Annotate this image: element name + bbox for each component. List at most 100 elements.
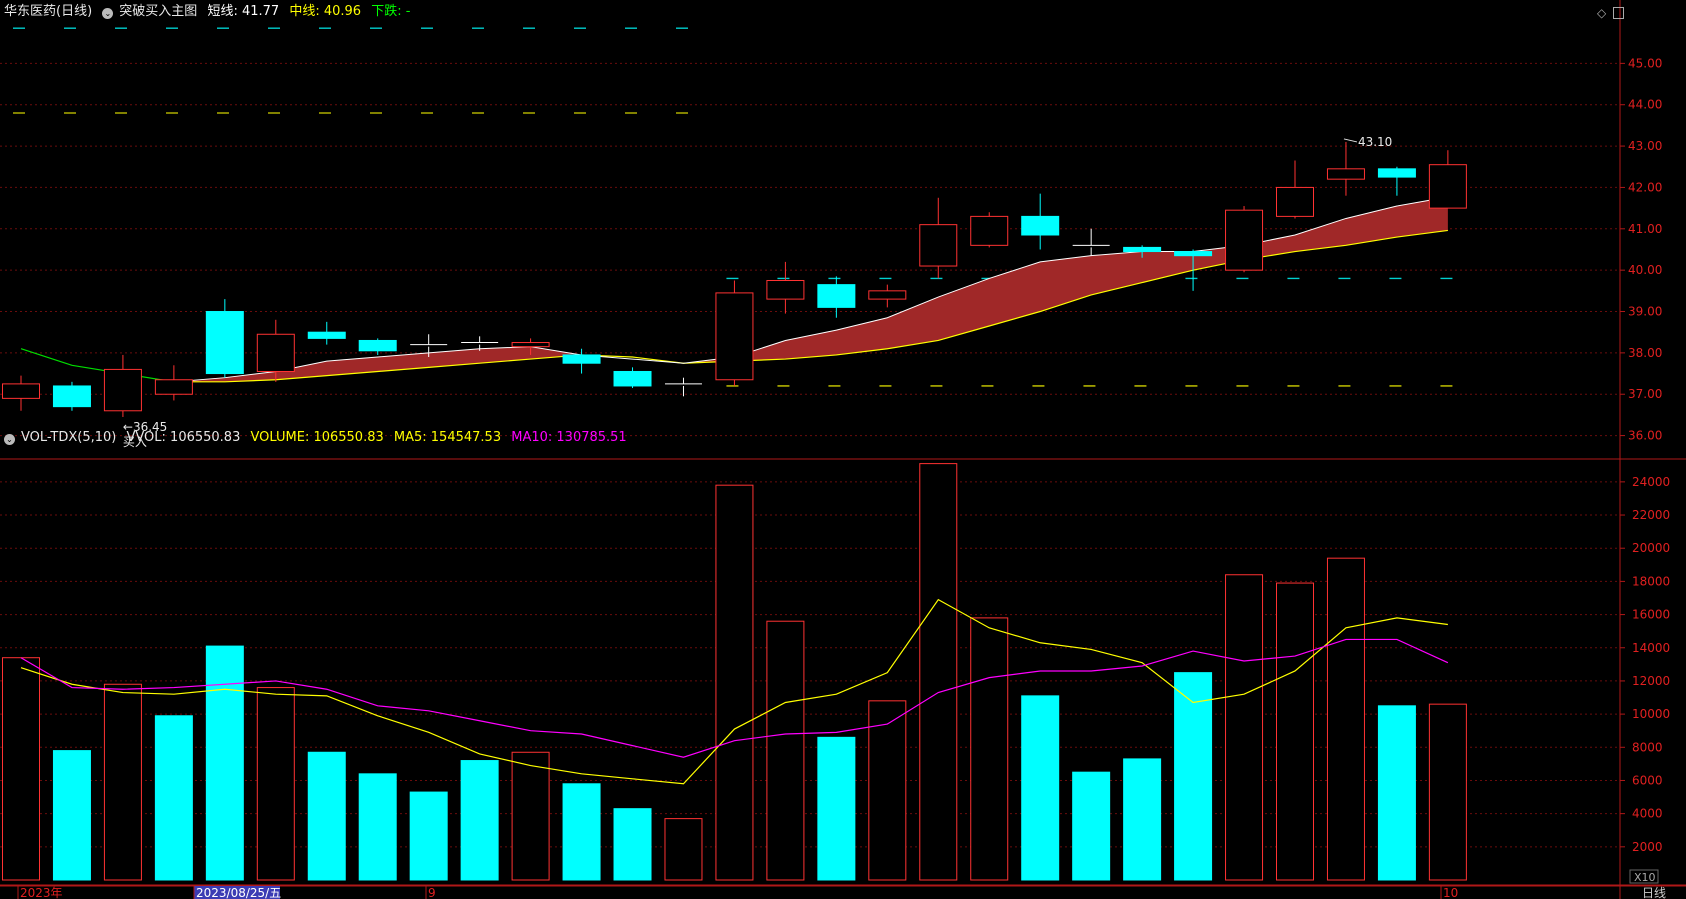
candle-body xyxy=(1225,209,1264,271)
price-tick-label: 39.00 xyxy=(1628,305,1662,319)
diamond-icon[interactable]: ◇ xyxy=(1597,6,1607,20)
volume-value: VOLUME: 106550.83 xyxy=(250,430,384,445)
volume-bar xyxy=(1326,557,1365,881)
x-axis-label: 10 xyxy=(1443,886,1458,899)
volume-bar xyxy=(460,760,499,881)
price-tick-label: 38.00 xyxy=(1628,346,1662,360)
volume-bar xyxy=(256,687,295,881)
vol-menu-icon[interactable]: ⌄ xyxy=(4,434,15,445)
trend-band xyxy=(173,196,1448,382)
candle-body xyxy=(358,339,397,352)
volume-bar xyxy=(766,620,805,881)
volume-bar xyxy=(103,683,142,881)
volume-bar xyxy=(1428,703,1467,881)
volume-bar xyxy=(919,463,958,881)
vol-indicator-name[interactable]: VOL-TDX(5,10) xyxy=(21,430,117,445)
price-header: 华东医药(日线) ⌄ 突破买入主图 短线: 41.77 中线: 40.96 下跌:… xyxy=(4,4,416,20)
volume-bar xyxy=(715,484,754,881)
mid-line-series xyxy=(20,348,174,383)
volume-header: ⌄ VOL-TDX(5,10) VVOL: 106550.83 VOLUME: 1… xyxy=(4,430,633,446)
volume-bar xyxy=(1276,582,1314,881)
candle-body xyxy=(2,383,40,399)
volume-bar xyxy=(1072,771,1111,881)
stock-title: 华东医药(日线) xyxy=(4,4,93,19)
candle-body xyxy=(52,385,91,408)
volume-tick-label: 16000 xyxy=(1632,608,1670,622)
volume-bar xyxy=(358,773,397,881)
volume-bar xyxy=(307,751,346,881)
volume-tick-label: 8000 xyxy=(1632,740,1663,754)
price-tick-label: 43.00 xyxy=(1628,139,1662,153)
high-price-pointer xyxy=(1343,138,1358,143)
price-tick-label: 44.00 xyxy=(1628,98,1662,112)
candle-body xyxy=(1174,251,1213,257)
candle-body xyxy=(1428,164,1467,209)
volume-bar xyxy=(1377,705,1416,881)
price-tick-label: 37.00 xyxy=(1628,387,1662,401)
indicator-menu-icon[interactable]: ⌄ xyxy=(102,8,114,19)
ma5-value: MA5: 154547.53 xyxy=(393,430,502,445)
volume-bar xyxy=(1225,574,1264,881)
low-price-annotation: ←36.45 xyxy=(123,420,167,434)
candle-body xyxy=(154,379,193,395)
period-label: 日线 xyxy=(1642,886,1666,899)
volume-tick-label: 22000 xyxy=(1632,508,1670,522)
vvol-value: VVOL: 106550.83 xyxy=(126,430,241,445)
candle-body xyxy=(1326,168,1365,180)
candle-body xyxy=(919,224,958,267)
down-value: 下跌: - xyxy=(371,4,411,19)
candle-body xyxy=(205,311,244,375)
volume-bar xyxy=(409,791,448,881)
volume-bar xyxy=(817,736,856,881)
candle-body xyxy=(1276,186,1314,217)
mid-line-value: 中线: 40.96 xyxy=(289,4,362,19)
ma10-value: MA10: 130785.51 xyxy=(511,430,627,445)
short-line-value: 短线: 41.77 xyxy=(207,4,280,19)
volume-bar xyxy=(1174,672,1213,881)
candle-body xyxy=(613,370,652,387)
candle-body xyxy=(868,290,907,300)
volume-bar xyxy=(970,617,1009,881)
volume-tick-label: 2000 xyxy=(1632,840,1663,854)
volume-tick-label: 4000 xyxy=(1632,807,1663,821)
high-price-annotation: 43.10 xyxy=(1358,135,1392,149)
price-tick-label: 45.00 xyxy=(1628,56,1662,70)
ma10-line xyxy=(20,638,1449,758)
candle-body xyxy=(1123,246,1162,253)
x-axis-label: 2023/08/25/五 xyxy=(196,886,281,899)
x-axis-label: 9 xyxy=(428,886,436,899)
candle-body xyxy=(1377,168,1416,178)
zoom-label: X10 xyxy=(1634,871,1656,884)
volume-bar xyxy=(562,783,601,881)
price-tick-label: 40.00 xyxy=(1628,263,1662,277)
date-cursor-bg xyxy=(194,886,280,899)
volume-bar xyxy=(868,700,907,881)
candle-body xyxy=(256,333,295,372)
indicator-name[interactable]: 突破买入主图 xyxy=(119,4,198,19)
candle-body xyxy=(817,284,856,308)
volume-bar xyxy=(613,808,652,881)
volume-bar xyxy=(1021,695,1060,881)
volume-tick-label: 20000 xyxy=(1632,541,1670,555)
zoom-box xyxy=(1629,869,1659,884)
price-tick-label: 41.00 xyxy=(1628,222,1662,236)
volume-tick-label: 6000 xyxy=(1632,773,1663,787)
window-icon[interactable] xyxy=(1613,7,1624,19)
candle-body xyxy=(562,354,601,364)
candle-body xyxy=(103,368,142,412)
ma5-line xyxy=(20,598,1448,785)
volume-tick-label: 12000 xyxy=(1632,674,1670,688)
volume-bar xyxy=(2,657,40,881)
buy-signal-label: 买入 xyxy=(123,435,147,449)
volume-tick-label: 14000 xyxy=(1632,641,1670,655)
volume-bar xyxy=(511,751,550,881)
volume-tick-label: 10000 xyxy=(1632,707,1670,721)
volume-bar xyxy=(1123,758,1162,881)
volume-bar xyxy=(52,750,91,881)
candle-body xyxy=(766,279,805,300)
volume-bar xyxy=(664,818,703,881)
candle-body xyxy=(511,342,550,348)
price-tick-label: 42.00 xyxy=(1628,180,1662,194)
volume-bar xyxy=(154,715,193,881)
